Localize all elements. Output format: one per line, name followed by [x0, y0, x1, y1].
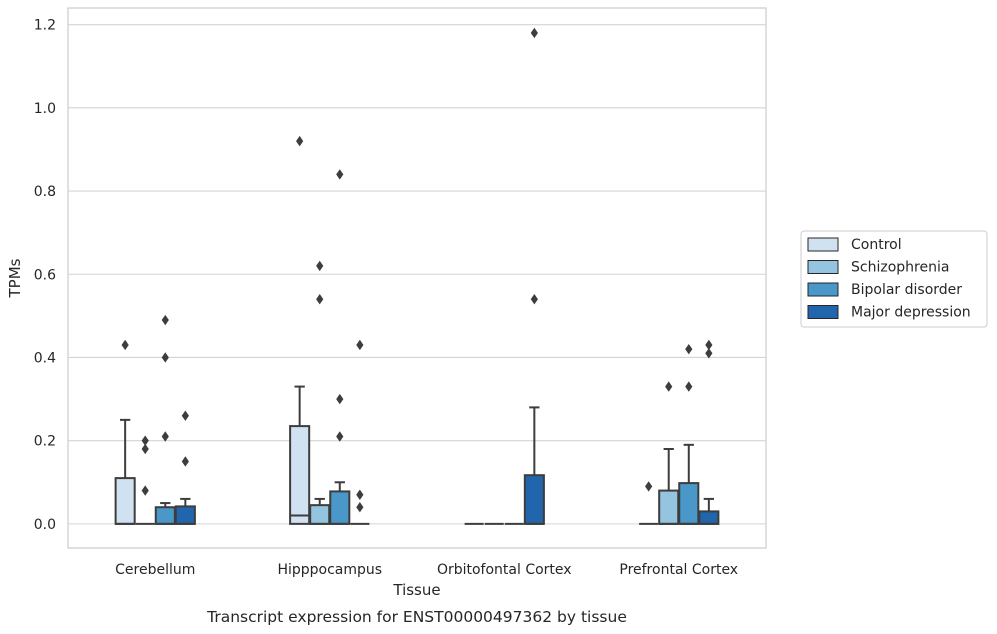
box-body — [289, 425, 311, 525]
outlier-point — [530, 294, 538, 305]
box-body — [658, 489, 680, 525]
grid-lines — [68, 24, 766, 525]
outlier-point — [356, 339, 364, 351]
outlier-point — [356, 502, 364, 513]
outlier-point — [141, 443, 149, 455]
outlier-point — [141, 485, 149, 496]
legend-label: Major depression — [851, 305, 971, 321]
x-tick-label: Orbitofontal Cortex — [437, 562, 572, 578]
box-body — [174, 505, 196, 525]
legend-swatch — [807, 260, 839, 274]
y-tick-label: 0.2 — [34, 434, 56, 450]
outlier-point — [181, 456, 189, 467]
outlier-point — [161, 314, 169, 326]
y-tick-label: 0.0 — [34, 517, 56, 533]
outlier-point — [316, 260, 324, 272]
outlier-point — [705, 348, 713, 359]
legend-frame — [800, 230, 988, 328]
outlier-point — [705, 339, 713, 351]
y-tick-label: 0.4 — [34, 350, 56, 366]
outlier-point — [141, 435, 149, 446]
y-axis-title: TPMs — [6, 258, 24, 298]
x-axis-title: Tissue — [392, 581, 440, 599]
x-tick-label: Prefrontal Cortex — [619, 562, 738, 578]
outlier-point — [336, 393, 344, 405]
box-body — [309, 504, 331, 525]
outlier-point — [121, 339, 129, 351]
outlier-point — [645, 481, 653, 492]
outlier-point — [161, 352, 169, 363]
plot-frame — [67, 7, 767, 549]
y-tick-labels: 0.0 0.2 0.4 0.6 0.8 1.0 1.2 — [34, 18, 56, 533]
outlier-point — [685, 343, 693, 355]
box-plots — [114, 27, 720, 525]
x-tick-label: Hipppocampus — [277, 562, 382, 578]
legend-label: Bipolar disorder — [851, 282, 962, 298]
outlier-point — [296, 135, 304, 147]
x-tick-labels: Cerebellum Hipppocampus Orbitofontal Corte… — [115, 562, 738, 578]
box-body — [698, 510, 720, 525]
outlier-point — [316, 294, 324, 305]
box-body — [114, 477, 136, 525]
chart-caption: Transcript expression for ENST0000049736… — [206, 608, 627, 626]
box-body — [678, 482, 700, 525]
y-tick-label: 0.6 — [34, 267, 56, 283]
outlier-point — [181, 410, 189, 421]
outlier-point — [665, 381, 673, 392]
y-tick-label: 1.2 — [34, 18, 56, 34]
box-body — [523, 474, 545, 525]
y-tick-label: 1.0 — [34, 101, 56, 117]
legend-label: Control — [851, 237, 902, 253]
outlier-point — [530, 27, 538, 39]
x-tick-label: Cerebellum — [115, 562, 195, 578]
outlier-point — [336, 169, 344, 180]
box-body — [154, 506, 176, 525]
legend-swatch — [807, 305, 839, 319]
outlier-point — [161, 431, 169, 442]
outlier-point — [336, 431, 344, 442]
legend: Control Schizophrenia Bipolar disorder Majo… — [800, 230, 988, 328]
outlier-point — [685, 381, 693, 392]
legend-label: Schizophrenia — [851, 260, 949, 276]
legend-swatch — [807, 237, 839, 252]
legend-swatch — [807, 282, 839, 297]
outlier-point — [356, 489, 364, 500]
y-tick-label: 0.8 — [34, 184, 56, 200]
box-body — [329, 490, 351, 525]
